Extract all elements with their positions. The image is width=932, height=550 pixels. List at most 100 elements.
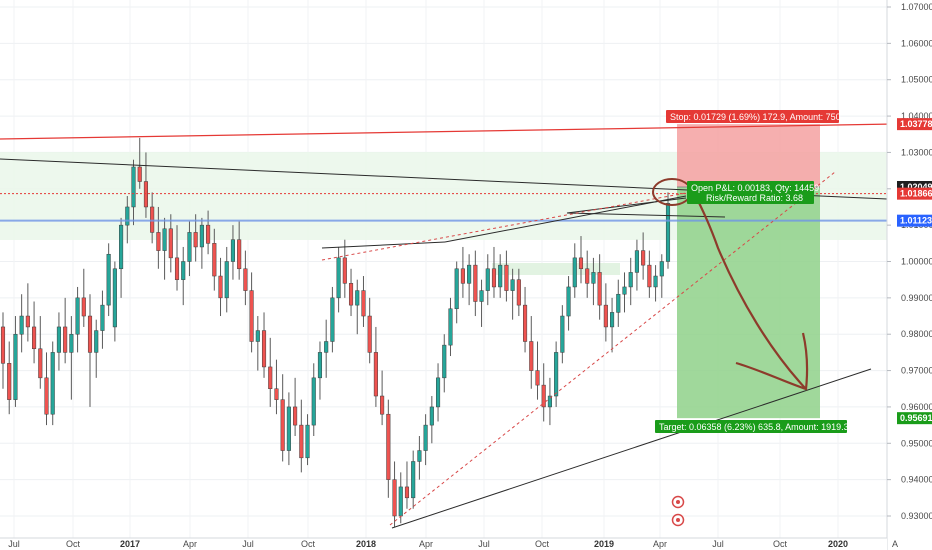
open-pnl-text: Open P&L: 0.00183, Qty: 14459 [691, 183, 819, 193]
y-tick-label: 0.95000 [901, 438, 932, 448]
candle-body [578, 257, 584, 270]
candle-body [653, 275, 658, 288]
candle [616, 279, 621, 327]
candle-body [13, 333, 18, 400]
candle [479, 279, 484, 327]
candle-body [485, 268, 490, 291]
price-tag-bg [897, 412, 932, 425]
candle [224, 246, 229, 313]
stop-loss-zone[interactable] [677, 124, 820, 188]
candle [610, 297, 615, 353]
candle [75, 286, 80, 353]
candle [131, 159, 136, 226]
candle-body [367, 315, 372, 353]
candle [355, 279, 360, 335]
candle [641, 232, 646, 280]
candle [255, 316, 260, 371]
y-tick-label: 0.93000 [901, 511, 932, 521]
candle-body [286, 406, 291, 451]
candle-body [597, 272, 602, 306]
y-tick-label: 0.98000 [901, 329, 932, 339]
candle [293, 377, 298, 437]
candle-body [106, 253, 111, 306]
candle-body [243, 268, 248, 291]
dashed-support[interactable] [389, 171, 836, 526]
event-marker[interactable] [671, 495, 685, 509]
candle-body [348, 283, 354, 306]
candle [305, 414, 310, 466]
candle [249, 272, 254, 353]
candle [330, 286, 335, 353]
candle [473, 250, 478, 317]
resistance-trendline[interactable] [0, 123, 888, 140]
x-tick-label: Apr [653, 539, 667, 549]
wedge-top-segment[interactable] [321, 241, 446, 249]
price-tag-text: 1.03778 [900, 119, 932, 129]
candle-body [634, 250, 639, 273]
candle [516, 268, 521, 317]
candle-body [25, 315, 30, 328]
price-tag: 1.03778 [897, 118, 932, 131]
x-tick-label: 2019 [594, 539, 614, 549]
candle-body [628, 272, 633, 288]
x-tick-label: Apr [183, 539, 197, 549]
price-axis[interactable]: 1.07000 1.06000 1.05000 1.04000 1.03000 1.020… [886, 0, 932, 550]
candle [547, 377, 552, 426]
candle [181, 246, 186, 306]
time-axis[interactable]: Jul Oct 2017 Apr Jul Oct 2018 Apr Jul Oct 2019 Apr J… [0, 537, 898, 550]
trend-drawings[interactable] [0, 123, 888, 529]
candle [423, 414, 428, 466]
candle-body [224, 261, 229, 299]
candle [311, 363, 316, 437]
candle-body [199, 224, 204, 248]
candle-body [610, 312, 615, 328]
candle-body [454, 268, 459, 310]
candle-body [665, 203, 671, 262]
candle [373, 326, 378, 407]
candle [299, 399, 304, 473]
candle [286, 392, 291, 466]
candle-body [100, 304, 105, 331]
candle [0, 312, 6, 389]
candle-body [112, 268, 117, 328]
take-profit-zone[interactable] [677, 187, 820, 419]
candle-body [554, 352, 559, 397]
candle-body [398, 486, 403, 517]
candle-body [193, 232, 198, 248]
candle [119, 217, 124, 298]
candle [7, 341, 12, 415]
event-markers[interactable] [671, 495, 685, 527]
candle [63, 297, 68, 364]
arrow-head [735, 332, 809, 391]
ascending-support-line[interactable] [391, 368, 872, 529]
candle [268, 337, 273, 407]
wedge-upper-line-2[interactable] [566, 197, 687, 214]
candle [392, 461, 397, 527]
candle-body [305, 424, 310, 459]
x-tick-label: Oct [535, 539, 550, 549]
candle [628, 257, 633, 306]
candle-body [641, 250, 646, 266]
candle [261, 312, 267, 378]
candle-body [529, 341, 534, 371]
candle [460, 246, 465, 298]
candle [560, 305, 565, 364]
y-tick-label: 0.94000 [901, 475, 932, 485]
time-axis-bg [0, 538, 887, 550]
wedge-upper-line[interactable] [444, 195, 687, 243]
candle [634, 239, 639, 291]
candle-body [504, 264, 509, 291]
candle-body [230, 239, 236, 262]
candle-body [336, 257, 341, 299]
candle-body [237, 239, 242, 270]
long-position-tool[interactable] [677, 124, 820, 419]
y-tick-label: 0.96000 [901, 402, 932, 412]
candle-body [7, 363, 12, 400]
dashed-resistance[interactable] [321, 192, 687, 261]
candle [106, 243, 111, 317]
candle [112, 261, 117, 342]
candle-body [404, 486, 410, 499]
short-horizontal-line[interactable] [566, 212, 726, 218]
event-marker[interactable] [671, 513, 685, 527]
